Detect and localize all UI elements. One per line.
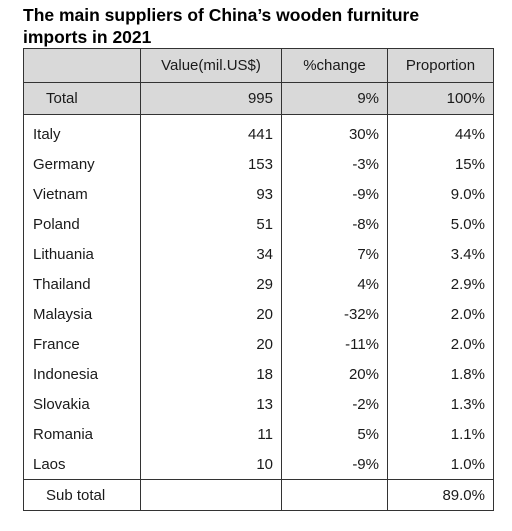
subtotal-change xyxy=(281,479,388,511)
proportion-cell: 1.3% xyxy=(387,389,494,419)
change-cell: -8% xyxy=(281,209,388,239)
supplier-table: Value(mil.US$) %change Proportion Total … xyxy=(23,48,494,511)
value-cell: 13 xyxy=(140,389,282,419)
value-cell: 153 xyxy=(140,149,282,179)
subtotal-row: Sub total 89.0% xyxy=(23,479,494,511)
proportion-cell: 2.0% xyxy=(387,299,494,329)
title-line-1: The main suppliers of China’s wooden fur… xyxy=(23,5,420,25)
header-value: Value(mil.US$) xyxy=(140,48,282,83)
proportion-cell: 44% xyxy=(387,114,494,149)
proportion-cell: 3.4% xyxy=(387,239,494,269)
value-cell: 93 xyxy=(140,179,282,209)
country-cell: Lithuania xyxy=(23,239,141,269)
table-row: Lithuania 34 7% 3.4% xyxy=(23,239,494,269)
value-cell: 11 xyxy=(140,419,282,449)
proportion-cell: 9.0% xyxy=(387,179,494,209)
header-proportion: Proportion xyxy=(387,48,494,83)
header-change: %change xyxy=(281,48,388,83)
change-cell: 20% xyxy=(281,359,388,389)
country-cell: Thailand xyxy=(23,269,141,299)
country-cell: Indonesia xyxy=(23,359,141,389)
proportion-cell: 1.1% xyxy=(387,419,494,449)
country-cell: Slovakia xyxy=(23,389,141,419)
total-proportion: 100% xyxy=(387,82,494,115)
title-line-2: imports in 2021 xyxy=(23,27,152,47)
country-cell: Laos xyxy=(23,449,141,480)
subtotal-value xyxy=(140,479,282,511)
total-row: Total 995 9% 100% xyxy=(23,82,494,115)
table-row: Thailand 29 4% 2.9% xyxy=(23,269,494,299)
change-cell: 7% xyxy=(281,239,388,269)
total-value: 995 xyxy=(140,82,282,115)
table-row: Slovakia 13 -2% 1.3% xyxy=(23,389,494,419)
country-rows: Italy 441 30% 44% Germany 153 -3% 15% Vietnam 93-… xyxy=(23,114,494,480)
proportion-cell: 15% xyxy=(387,149,494,179)
country-cell: Poland xyxy=(23,209,141,239)
value-cell: 20 xyxy=(140,299,282,329)
value-cell: 18 xyxy=(140,359,282,389)
proportion-cell: 2.9% xyxy=(387,269,494,299)
country-cell: Vietnam xyxy=(23,179,141,209)
proportion-cell: 1.8% xyxy=(387,359,494,389)
header-row: Value(mil.US$) %change Proportion xyxy=(23,48,494,83)
value-cell: 20 xyxy=(140,329,282,359)
value-cell: 51 xyxy=(140,209,282,239)
table-row: Italy 441 30% 44% xyxy=(23,114,494,149)
change-cell: -9% xyxy=(281,449,388,480)
total-change: 9% xyxy=(281,82,388,115)
change-cell: 4% xyxy=(281,269,388,299)
value-cell: 441 xyxy=(140,114,282,149)
country-cell: France xyxy=(23,329,141,359)
table-row: Germany 153 -3% 15% xyxy=(23,149,494,179)
table-row: Poland 51 -8% 5.0% xyxy=(23,209,494,239)
table-row: Vietnam 93 -9% 9.0% xyxy=(23,179,494,209)
header-country xyxy=(23,48,141,83)
country-cell: Malaysia xyxy=(23,299,141,329)
page-title: The main suppliers of China’s wooden fur… xyxy=(23,4,503,48)
country-cell: Italy xyxy=(23,114,141,149)
proportion-cell: 2.0% xyxy=(387,329,494,359)
change-cell: 5% xyxy=(281,419,388,449)
proportion-cell: 5.0% xyxy=(387,209,494,239)
subtotal-proportion: 89.0% xyxy=(387,479,494,511)
table-row: Laos 10 -9% 1.0% xyxy=(23,449,494,480)
subtotal-label: Sub total xyxy=(23,479,141,511)
country-cell: Germany xyxy=(23,149,141,179)
change-cell: -32% xyxy=(281,299,388,329)
change-cell: -9% xyxy=(281,179,388,209)
change-cell: -2% xyxy=(281,389,388,419)
value-cell: 34 xyxy=(140,239,282,269)
change-cell: -11% xyxy=(281,329,388,359)
table-row: France 20 -11% 2.0% xyxy=(23,329,494,359)
change-cell: -3% xyxy=(281,149,388,179)
value-cell: 10 xyxy=(140,449,282,480)
table-row: Malaysia 20 -32% 2.0% xyxy=(23,299,494,329)
table-row: Romania 11 5% 1.1% xyxy=(23,419,494,449)
change-cell: 30% xyxy=(281,114,388,149)
total-label: Total xyxy=(23,82,141,115)
country-cell: Romania xyxy=(23,419,141,449)
proportion-cell: 1.0% xyxy=(387,449,494,480)
value-cell: 29 xyxy=(140,269,282,299)
table-row: Indonesia 18 20% 1.8% xyxy=(23,359,494,389)
